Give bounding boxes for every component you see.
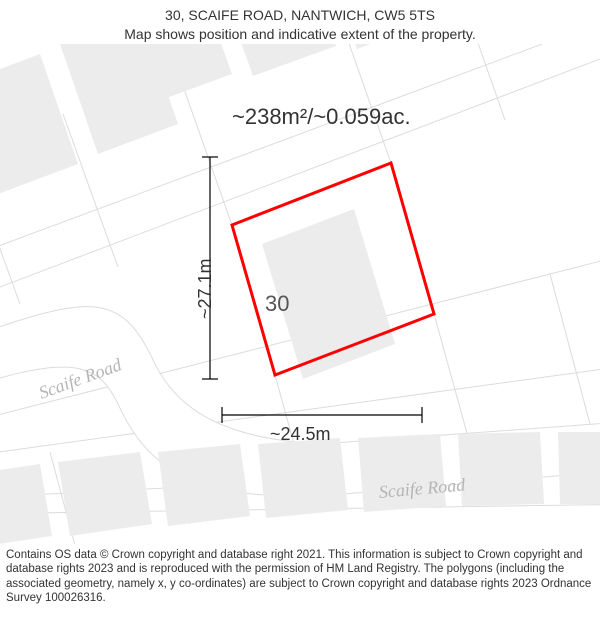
building-footprint (458, 432, 544, 506)
map-address: 30, SCAIFE ROAD, NANTWICH, CW5 5TS (0, 6, 600, 25)
building-footprint (58, 452, 152, 536)
map-canvas: ~238m²/~0.059ac. 30 ~27.1m ~24.5m Scaife… (0, 44, 600, 544)
area-label: ~238m²/~0.059ac. (232, 104, 411, 130)
building-footprint (558, 432, 600, 504)
building-footprint (258, 438, 348, 518)
vertical-dimension-label: ~27.1m (195, 258, 216, 319)
map-footnote: Contains OS data © Crown copyright and d… (0, 544, 600, 612)
horizontal-dimension-label: ~24.5m (270, 424, 331, 445)
building-footprint (158, 444, 250, 526)
map-header: 30, SCAIFE ROAD, NANTWICH, CW5 5TS Map s… (0, 0, 600, 44)
map-subtitle: Map shows position and indicative extent… (0, 25, 600, 44)
plot-number-label: 30 (265, 291, 289, 317)
